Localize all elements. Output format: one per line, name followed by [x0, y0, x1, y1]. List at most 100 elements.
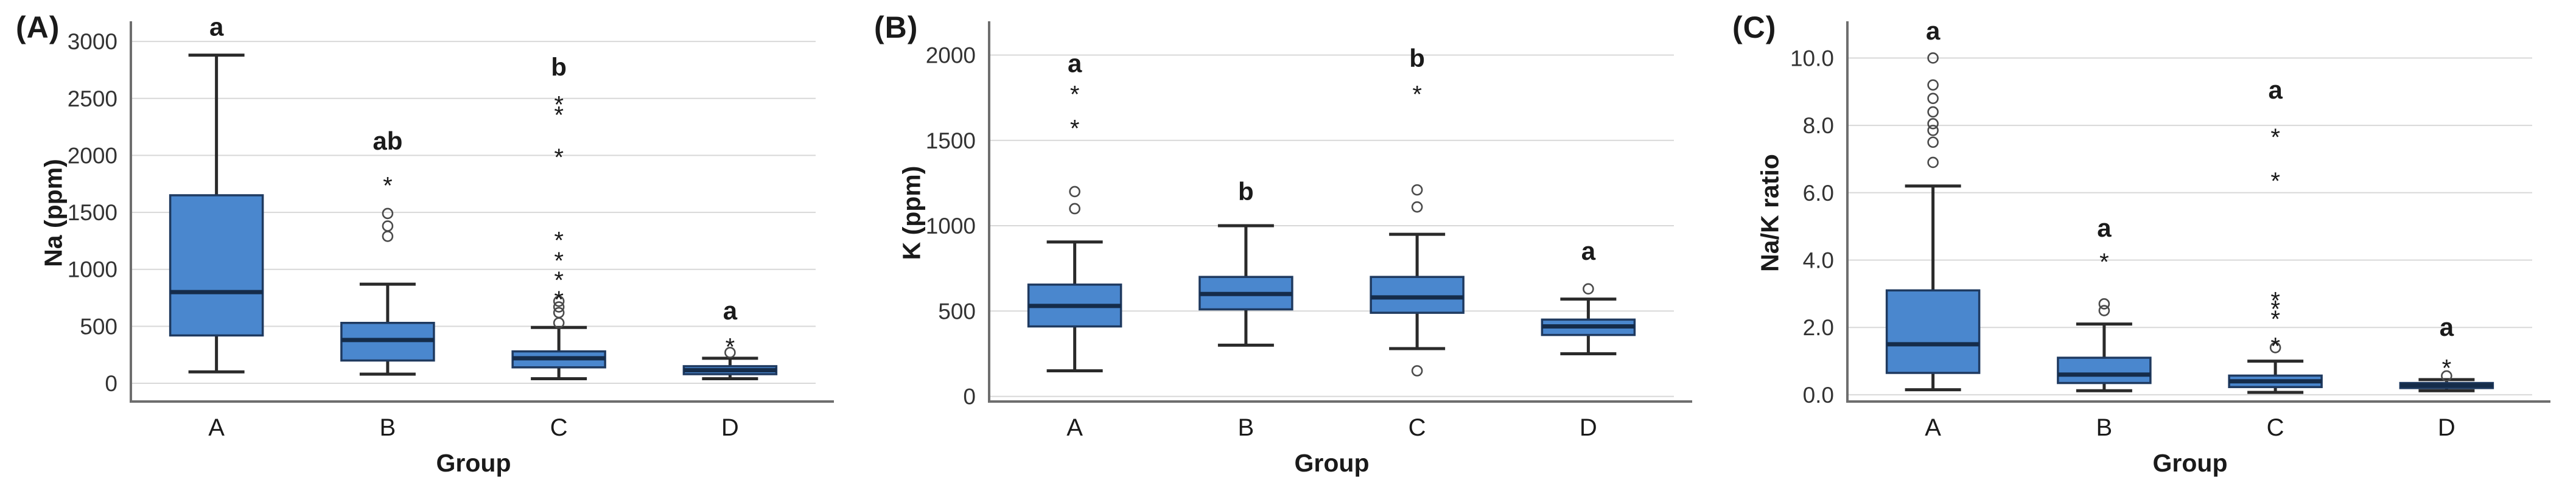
- outlier-circle: [1927, 92, 1939, 105]
- outlier-star: *: [554, 248, 564, 274]
- significance-letter: a: [1926, 16, 1941, 45]
- panel-a: (A) Na (ppm) Group 0 500 1000 1500 2000 2500 3…: [0, 0, 858, 494]
- outlier-circle: [1927, 52, 1939, 64]
- y-tick-label: 2000: [68, 143, 117, 168]
- outlier-circle: [724, 347, 736, 358]
- outlier-circle: [2269, 342, 2281, 353]
- significance-letter: b: [1238, 177, 1254, 206]
- outlier-star: *: [554, 228, 564, 254]
- panel-c: (C) Na/K ratio Group 0.0 2.0 4.0 6.0 8.0 10.0…: [1717, 0, 2575, 494]
- outlier-star: *: [554, 287, 564, 313]
- outlier-star: *: [2270, 288, 2280, 315]
- significance-letter: b: [1409, 44, 1425, 72]
- y-tick-label: 1500: [68, 200, 117, 225]
- y-tick-label: 500: [938, 299, 976, 324]
- outlier-circle: [1927, 156, 1939, 169]
- outlier-circle: [1927, 118, 1939, 130]
- outlier-circle: [553, 301, 565, 313]
- outlier-star: *: [554, 92, 564, 119]
- x-category-label: A: [1925, 414, 1941, 441]
- outlier-star: *: [554, 144, 564, 171]
- panel-a-x-axis-label: Group: [436, 449, 511, 477]
- y-tick-label: 2500: [68, 86, 117, 111]
- outlier-star: *: [1412, 82, 1422, 108]
- outlier-circle: [1927, 125, 1939, 136]
- outlier-star: *: [1070, 82, 1080, 108]
- outlier-star: *: [2442, 355, 2452, 381]
- outlier-circle: [1927, 79, 1939, 91]
- outlier-star: *: [2099, 249, 2109, 276]
- box: [1370, 276, 1465, 314]
- y-tick-label: 10.0: [1790, 46, 1834, 71]
- outlier-star: *: [554, 102, 564, 128]
- y-tick-label: 8.0: [1803, 113, 1834, 138]
- significance-letter: a: [2097, 214, 2112, 242]
- outlier-circle: [2098, 305, 2110, 316]
- outlier-circle: [1069, 186, 1080, 198]
- outlier-circle: [1927, 106, 1939, 118]
- box: [1885, 289, 1981, 374]
- x-category-label: B: [2096, 414, 2113, 441]
- outlier-circle: [382, 220, 394, 232]
- y-tick-label: 1000: [68, 257, 117, 282]
- outlier-circle: [1411, 365, 1423, 377]
- x-category-label: B: [1238, 414, 1255, 441]
- outlier-circle: [2441, 370, 2452, 382]
- x-category-label: D: [2438, 414, 2455, 441]
- y-tick-label: 2.0: [1803, 315, 1834, 340]
- x-category-label: B: [380, 414, 396, 441]
- y-tick-label: 500: [80, 314, 117, 339]
- x-category-label: C: [550, 414, 568, 441]
- box: [2057, 357, 2152, 384]
- y-tick-label: 2000: [926, 43, 976, 68]
- panel-c-label: (C): [1732, 10, 1777, 44]
- outlier-star: *: [2270, 306, 2280, 333]
- y-tick-label: 1500: [926, 128, 976, 153]
- outlier-star: *: [2270, 124, 2280, 151]
- significance-letter: a: [2440, 313, 2454, 341]
- outlier-star: *: [2270, 333, 2280, 360]
- y-tick-label: 0: [963, 384, 976, 409]
- y-tick-label: 0: [105, 371, 117, 396]
- outlier-circle: [1411, 184, 1423, 196]
- outlier-circle: [1411, 201, 1423, 213]
- outlier-circle: [1069, 203, 1080, 215]
- outlier-circle: [382, 231, 394, 242]
- y-tick-label: 0.0: [1803, 383, 1834, 408]
- significance-letter: a: [1581, 237, 1596, 265]
- panel-b-plot: 0 500 1000 1500 2000 * * a Ab B * b Ca D: [926, 21, 1692, 441]
- y-tick-label: 6.0: [1803, 181, 1834, 206]
- x-category-label: A: [1066, 414, 1083, 441]
- outlier-circle: [1927, 136, 1939, 148]
- outlier-star: *: [1070, 116, 1080, 142]
- outlier-star: *: [554, 267, 564, 294]
- x-category-label: C: [1409, 414, 1426, 441]
- x-category-label: D: [721, 414, 739, 441]
- outlier-circle: [553, 307, 565, 319]
- significance-letter: b: [551, 52, 567, 81]
- significance-letter: a: [2268, 75, 2283, 104]
- significance-letter: a: [209, 13, 224, 41]
- panel-b-x-axis-label: Group: [1294, 449, 1370, 477]
- significance-letter: a: [1068, 49, 1082, 78]
- y-tick-label: 3000: [68, 29, 117, 54]
- outlier-circle: [1583, 283, 1594, 295]
- significance-letter: ab: [373, 127, 402, 155]
- outlier-star: *: [383, 173, 393, 200]
- x-category-label: D: [1580, 414, 1597, 441]
- panel-b-label: (B): [874, 10, 919, 44]
- y-tick-label: 4.0: [1803, 248, 1834, 273]
- panel-a-label: (A): [16, 10, 60, 44]
- outlier-circle: [553, 295, 565, 307]
- outlier-star: *: [2270, 168, 2280, 195]
- outlier-circle: [2098, 298, 2110, 310]
- panel-a-plot: 050010001500200025003000aA*abB*******bC*…: [68, 13, 834, 441]
- panel-c-x-axis-label: Group: [2152, 449, 2228, 477]
- box: [169, 194, 264, 337]
- outlier-star: *: [2270, 296, 2280, 322]
- outlier-circle: [382, 207, 394, 220]
- panel-c-plot: 0.02.04.06.08.010.0aA*aB******aC*aD: [1790, 16, 2550, 441]
- significance-letter: a: [723, 296, 738, 325]
